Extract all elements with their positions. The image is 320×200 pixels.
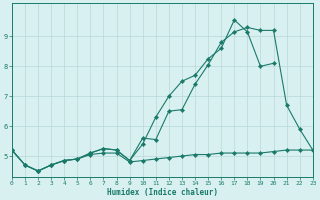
X-axis label: Humidex (Indice chaleur): Humidex (Indice chaleur)	[107, 188, 218, 197]
